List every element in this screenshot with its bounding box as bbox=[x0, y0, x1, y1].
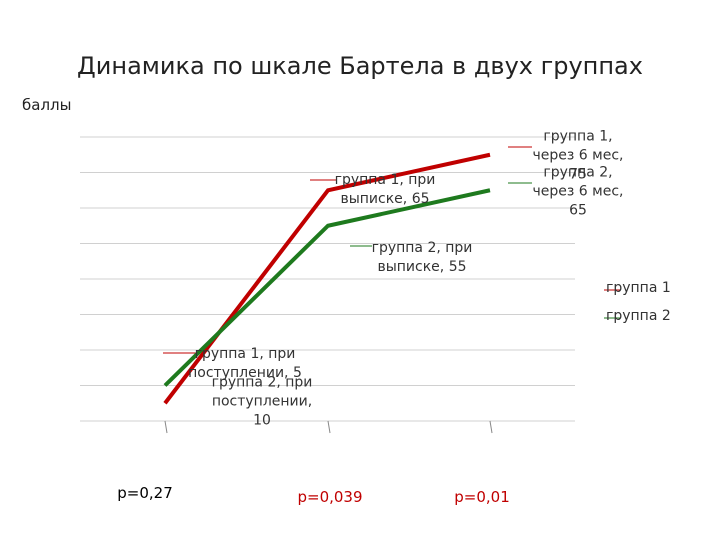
x-tick bbox=[164, 420, 168, 434]
series-line bbox=[163, 188, 491, 387]
data-label: группа 1, при выписке, 65 bbox=[334, 172, 436, 207]
data-label: группа 2, при выписке, 55 bbox=[371, 240, 473, 275]
annotation: p=0,27 bbox=[117, 484, 173, 502]
legend-entry: группа 1 bbox=[606, 280, 671, 296]
x-tick bbox=[489, 420, 493, 434]
data-label: группа 1, при поступлении, 5 bbox=[188, 346, 302, 381]
data-label: группа 2, при поступлении, 10 bbox=[211, 374, 313, 429]
x-tick bbox=[327, 420, 331, 434]
legend-entry: группа 2 bbox=[606, 308, 671, 324]
data-label: группа 1, через 6 мес, 75 bbox=[532, 128, 624, 183]
annotation: p=0,039 bbox=[297, 488, 363, 506]
chart-title: Динамика по шкале Бартела в двух группах bbox=[77, 52, 643, 80]
data-label: группа 2, через 6 мес, 65 bbox=[532, 164, 624, 219]
y-axis-label: баллы bbox=[22, 96, 72, 114]
annotation: p=0,01 bbox=[454, 488, 510, 506]
